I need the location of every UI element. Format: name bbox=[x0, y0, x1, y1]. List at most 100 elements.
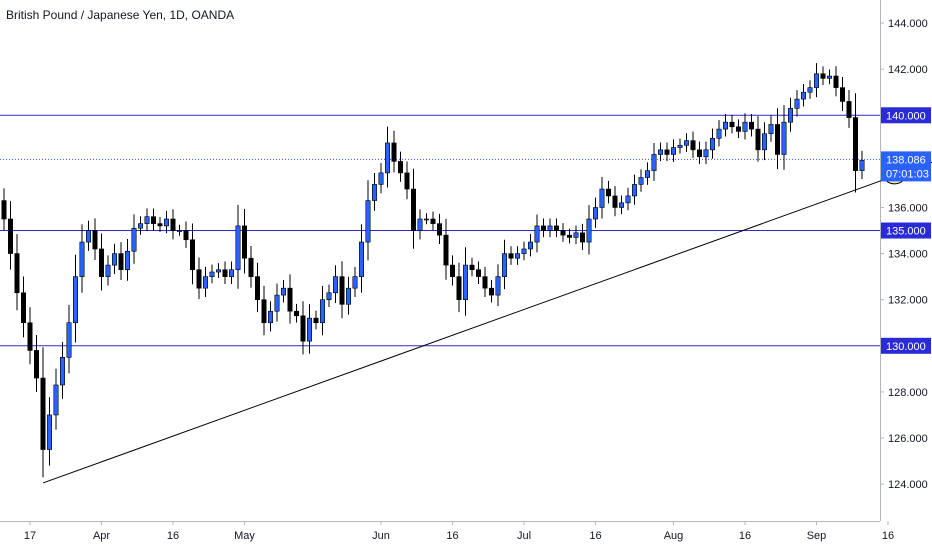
candle[interactable] bbox=[820, 73, 826, 79]
candle[interactable] bbox=[495, 276, 501, 296]
candle[interactable] bbox=[14, 253, 20, 294]
candle[interactable] bbox=[729, 121, 735, 128]
candle[interactable] bbox=[462, 264, 468, 300]
candle[interactable] bbox=[157, 223, 163, 227]
candle[interactable] bbox=[540, 225, 546, 231]
candle[interactable] bbox=[177, 230, 183, 232]
candle[interactable] bbox=[696, 149, 702, 158]
candle[interactable] bbox=[735, 126, 741, 132]
candle[interactable] bbox=[371, 184, 377, 201]
candle[interactable] bbox=[27, 322, 33, 351]
candle[interactable] bbox=[839, 87, 845, 102]
candle[interactable] bbox=[255, 276, 261, 300]
candle[interactable] bbox=[644, 170, 650, 178]
candle[interactable] bbox=[144, 216, 150, 224]
candle[interactable] bbox=[242, 225, 248, 259]
candle[interactable] bbox=[287, 287, 293, 312]
candle[interactable] bbox=[781, 121, 787, 155]
candle[interactable] bbox=[755, 128, 761, 151]
candle[interactable] bbox=[553, 225, 559, 231]
candle[interactable] bbox=[345, 287, 351, 305]
candle[interactable] bbox=[274, 294, 280, 312]
candle[interactable] bbox=[365, 200, 371, 243]
candle[interactable] bbox=[125, 250, 131, 271]
candle[interactable] bbox=[391, 142, 397, 162]
candle[interactable] bbox=[501, 253, 507, 277]
candle[interactable] bbox=[293, 310, 299, 317]
candle[interactable] bbox=[280, 287, 286, 296]
candle[interactable] bbox=[456, 276, 462, 300]
candle[interactable] bbox=[73, 276, 79, 324]
candle[interactable] bbox=[742, 121, 748, 132]
candle[interactable] bbox=[859, 159, 865, 171]
candle[interactable] bbox=[618, 202, 624, 208]
candle[interactable] bbox=[657, 149, 663, 155]
candle[interactable] bbox=[761, 133, 767, 151]
candle[interactable] bbox=[378, 172, 384, 185]
candle[interactable] bbox=[677, 144, 683, 148]
candle[interactable] bbox=[66, 322, 72, 358]
candle[interactable] bbox=[527, 241, 533, 250]
candle[interactable] bbox=[573, 232, 579, 238]
candle[interactable] bbox=[339, 276, 345, 305]
candle[interactable] bbox=[625, 195, 631, 204]
candle[interactable] bbox=[599, 188, 605, 208]
candle[interactable] bbox=[436, 223, 442, 236]
candle[interactable] bbox=[709, 138, 715, 151]
candle[interactable] bbox=[190, 239, 196, 271]
candle[interactable] bbox=[722, 121, 728, 130]
candle[interactable] bbox=[1, 200, 7, 220]
candle[interactable] bbox=[833, 75, 839, 88]
candle[interactable] bbox=[566, 234, 572, 238]
candle[interactable] bbox=[800, 91, 806, 100]
candle[interactable] bbox=[170, 218, 176, 231]
candle[interactable] bbox=[138, 223, 144, 229]
candle[interactable] bbox=[794, 98, 800, 109]
candle[interactable] bbox=[417, 218, 423, 231]
candle[interactable] bbox=[521, 248, 527, 254]
candle[interactable] bbox=[33, 350, 39, 379]
candle[interactable] bbox=[332, 276, 338, 294]
candle[interactable] bbox=[534, 225, 540, 243]
candle[interactable] bbox=[384, 142, 390, 174]
candle[interactable] bbox=[222, 269, 228, 277]
candle[interactable] bbox=[79, 241, 85, 277]
candle[interactable] bbox=[248, 257, 254, 277]
candle[interactable] bbox=[203, 276, 209, 289]
candle[interactable] bbox=[99, 248, 105, 277]
candle[interactable] bbox=[20, 292, 26, 324]
candle[interactable] bbox=[683, 140, 689, 146]
candle[interactable] bbox=[59, 357, 65, 386]
candle[interactable] bbox=[774, 124, 780, 155]
candle[interactable] bbox=[423, 218, 429, 221]
candle[interactable] bbox=[40, 377, 46, 450]
candle[interactable] bbox=[846, 101, 852, 118]
candle[interactable] bbox=[267, 310, 273, 324]
candle[interactable] bbox=[46, 414, 52, 450]
candle[interactable] bbox=[235, 225, 241, 271]
candle[interactable] bbox=[326, 292, 332, 300]
candle[interactable] bbox=[397, 161, 403, 174]
candle[interactable] bbox=[488, 287, 494, 296]
candle[interactable] bbox=[670, 147, 676, 155]
candle[interactable] bbox=[183, 230, 189, 241]
candle[interactable] bbox=[586, 218, 592, 243]
candle[interactable] bbox=[313, 317, 319, 324]
candle[interactable] bbox=[638, 177, 644, 185]
candle[interactable] bbox=[826, 75, 832, 79]
candle[interactable] bbox=[261, 299, 267, 324]
candle[interactable] bbox=[216, 269, 222, 273]
candle[interactable] bbox=[92, 230, 98, 250]
trend-line[interactable] bbox=[42, 136, 932, 484]
candle[interactable] bbox=[306, 317, 312, 342]
candle[interactable] bbox=[651, 154, 657, 171]
candle[interactable] bbox=[631, 184, 637, 197]
candle[interactable] bbox=[300, 315, 306, 342]
candle[interactable] bbox=[443, 234, 449, 266]
candle[interactable] bbox=[112, 253, 118, 266]
candle[interactable] bbox=[449, 264, 455, 277]
candle[interactable] bbox=[690, 140, 696, 151]
candle[interactable] bbox=[404, 172, 410, 190]
candle[interactable] bbox=[768, 124, 774, 135]
